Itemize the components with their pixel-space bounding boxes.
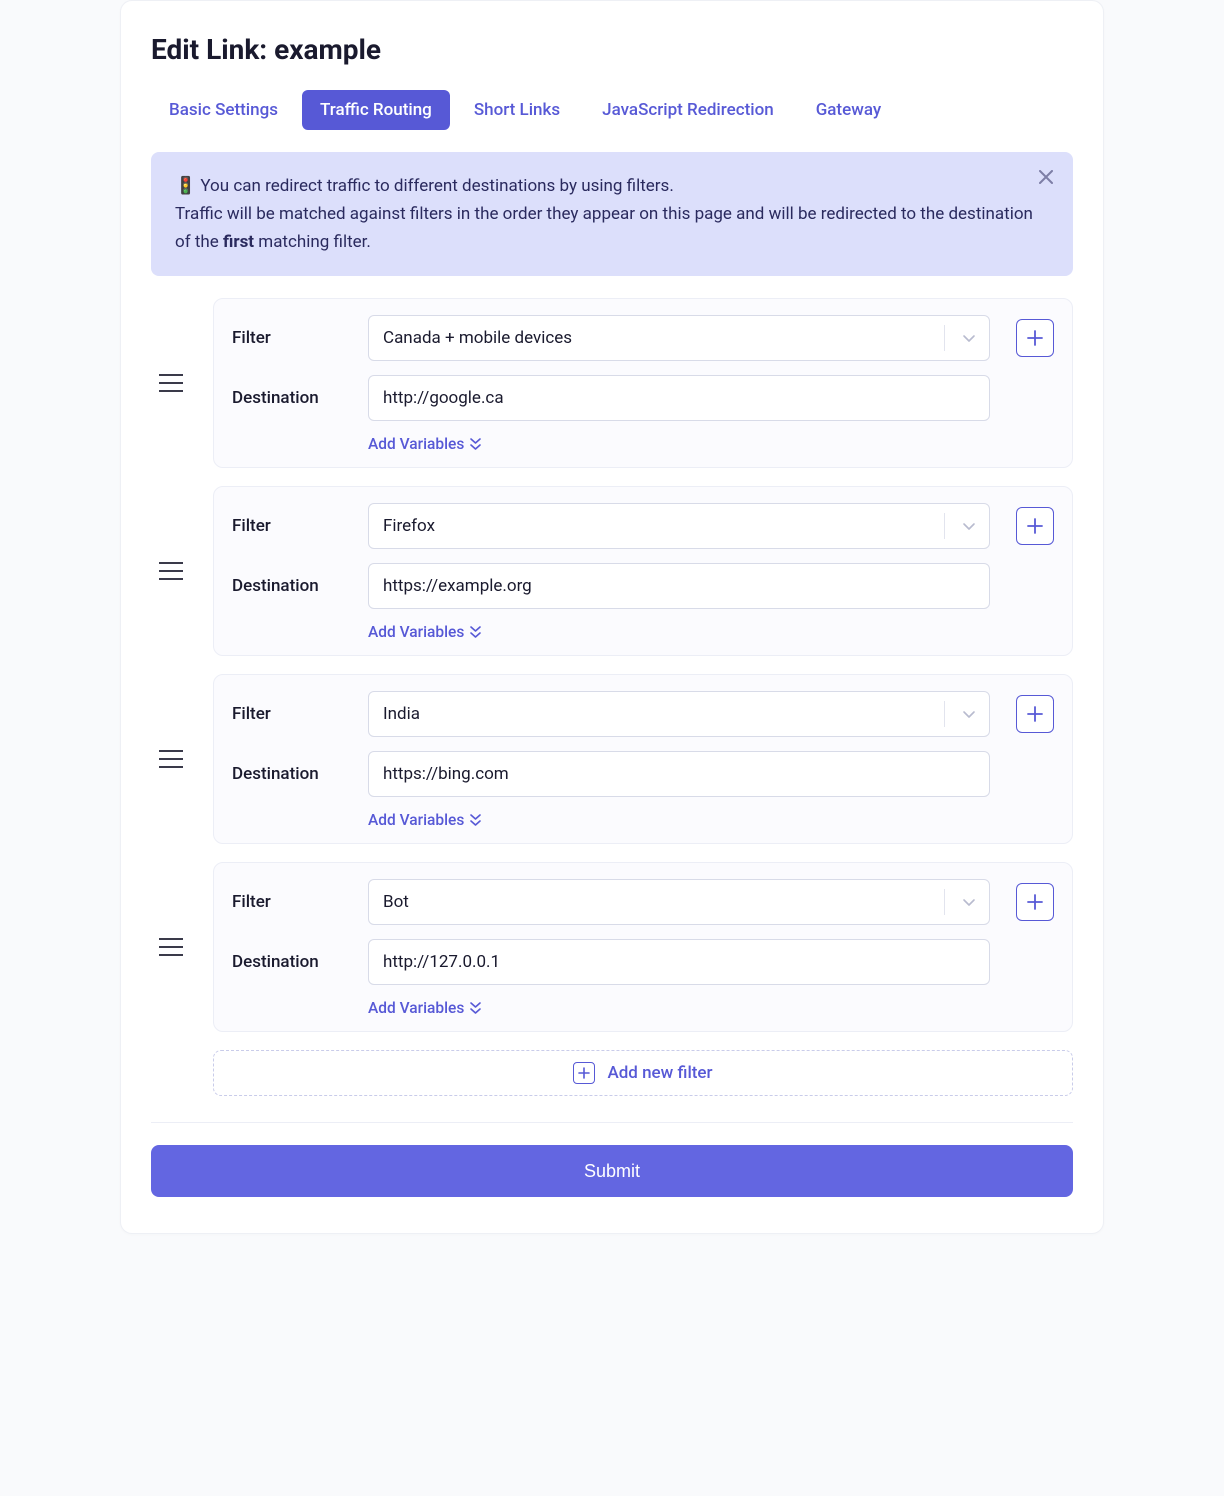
traffic-light-icon: 🚦 [175,176,200,196]
filter-label: Filter [232,516,352,536]
plus-icon [573,1062,595,1084]
double-chevron-down-icon [470,1002,481,1014]
filter-card-body: Filter India Destination Add Variab [213,674,1073,844]
destination-input[interactable] [368,375,990,421]
page-title: Edit Link: example [151,33,1073,66]
filter-card-body: Filter Firefox Destination Add Vari [213,486,1073,656]
filter-card: Filter Bot Destination Add Variable [151,862,1073,1032]
destination-input[interactable] [368,939,990,985]
add-new-filter-button[interactable]: Add new filter [213,1050,1073,1096]
double-chevron-down-icon [470,626,481,638]
destination-label: Destination [232,764,352,784]
filter-label: Filter [232,704,352,724]
banner-line-2: Traffic will be matched against filters … [175,200,1049,256]
close-icon[interactable] [1039,170,1053,188]
filter-card: Filter India Destination Add Variab [151,674,1073,844]
destination-input[interactable] [368,563,990,609]
double-chevron-down-icon [470,814,481,826]
filter-card: Filter Canada + mobile devices Destinati… [151,298,1073,468]
add-variables-link[interactable]: Add Variables [368,811,1054,829]
filter-select[interactable]: India [368,691,990,737]
filter-select-value: India [383,704,936,724]
drag-handle-icon[interactable] [151,374,191,392]
drag-handle-icon[interactable] [151,750,191,768]
drag-handle-icon[interactable] [151,938,191,956]
filter-label: Filter [232,328,352,348]
submit-button[interactable]: Submit [151,1145,1073,1197]
filter-select-value: Bot [383,892,936,912]
banner-line-1: 🚦 You can redirect traffic to different … [175,172,1049,200]
info-banner: 🚦 You can redirect traffic to different … [151,152,1073,276]
tab-gateway[interactable]: Gateway [798,90,900,130]
filter-card-body: Filter Canada + mobile devices Destinati… [213,298,1073,468]
destination-label: Destination [232,576,352,596]
add-variables-link[interactable]: Add Variables [368,623,1054,641]
destination-label: Destination [232,388,352,408]
tab-short-links[interactable]: Short Links [456,90,578,130]
tabs: Basic Settings Traffic Routing Short Lin… [151,90,1073,130]
filter-select-value: Firefox [383,516,936,536]
destination-label: Destination [232,952,352,972]
chevron-down-icon [953,706,985,722]
filter-label: Filter [232,892,352,912]
filter-select[interactable]: Firefox [368,503,990,549]
double-chevron-down-icon [470,438,481,450]
chevron-down-icon [953,894,985,910]
add-filter-condition-button[interactable] [1016,695,1054,733]
divider [151,1122,1073,1123]
add-filter-condition-button[interactable] [1016,319,1054,357]
filter-card-body: Filter Bot Destination Add Variable [213,862,1073,1032]
drag-handle-icon[interactable] [151,562,191,580]
add-variables-link[interactable]: Add Variables [368,435,1054,453]
tab-javascript-redirection[interactable]: JavaScript Redirection [584,90,792,130]
chevron-down-icon [953,330,985,346]
add-filter-row: Add new filter [151,1050,1073,1096]
tab-basic-settings[interactable]: Basic Settings [151,90,296,130]
tab-traffic-routing[interactable]: Traffic Routing [302,90,450,130]
edit-link-panel: Edit Link: example Basic Settings Traffi… [120,0,1104,1234]
filter-select[interactable]: Canada + mobile devices [368,315,990,361]
filter-card: Filter Firefox Destination Add Vari [151,486,1073,656]
add-filter-condition-button[interactable] [1016,507,1054,545]
chevron-down-icon [953,518,985,534]
filter-select-value: Canada + mobile devices [383,328,936,348]
add-filter-condition-button[interactable] [1016,883,1054,921]
add-new-filter-label: Add new filter [607,1063,712,1083]
destination-input[interactable] [368,751,990,797]
add-variables-link[interactable]: Add Variables [368,999,1054,1017]
filter-select[interactable]: Bot [368,879,990,925]
